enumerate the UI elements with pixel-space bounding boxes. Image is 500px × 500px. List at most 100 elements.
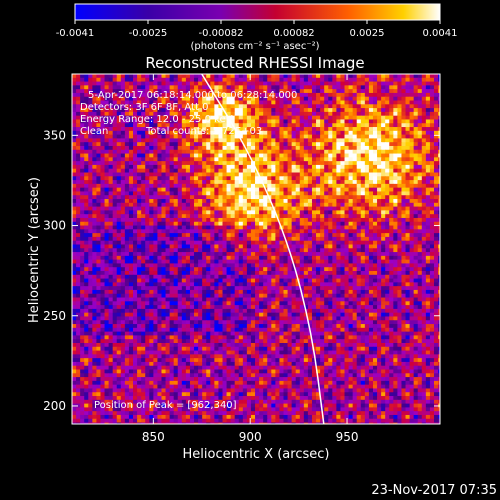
heatmap-pixel — [210, 168, 215, 174]
heatmap-pixel — [124, 271, 130, 276]
heatmap-pixel — [389, 267, 394, 272]
heatmap-pixel — [128, 164, 134, 170]
heatmap-pixel — [169, 221, 175, 227]
heatmap-pixel — [96, 96, 102, 102]
heatmap-pixel — [80, 187, 85, 193]
heatmap-pixel — [283, 115, 289, 121]
heatmap-pixel — [165, 210, 171, 215]
heatmap-pixel — [316, 104, 321, 109]
heatmap-pixel — [352, 236, 358, 242]
heatmap-pixel — [263, 111, 268, 117]
heatmap-pixel — [133, 161, 138, 166]
heatmap-pixel — [84, 221, 89, 227]
heatmap-pixel — [279, 217, 285, 223]
heatmap-pixel — [348, 127, 354, 132]
heatmap-pixel — [299, 195, 305, 200]
heatmap-pixel — [80, 119, 85, 124]
heatmap-pixel — [401, 206, 407, 211]
heatmap-pixel — [153, 229, 159, 234]
heatmap-pixel — [189, 217, 195, 223]
heatmap-pixel — [185, 267, 191, 272]
heatmap-pixel — [324, 161, 329, 166]
heatmap-pixel — [425, 104, 431, 109]
heatmap-pixel — [372, 89, 378, 94]
heatmap-pixel — [153, 244, 159, 249]
heatmap-pixel — [169, 74, 175, 79]
heatmap-pixel — [145, 119, 150, 124]
heatmap-pixel — [120, 255, 126, 261]
heatmap-pixel — [137, 161, 142, 166]
heatmap-pixel — [112, 85, 118, 90]
heatmap-pixel — [161, 252, 167, 257]
heatmap-pixel — [348, 183, 354, 189]
heatmap-pixel — [137, 115, 142, 121]
heatmap-pixel — [377, 77, 382, 83]
heatmap-pixel — [377, 236, 382, 242]
heatmap-pixel — [80, 233, 85, 238]
heatmap-pixel — [137, 138, 142, 143]
heatmap-pixel — [96, 252, 102, 257]
heatmap-pixel — [377, 263, 382, 268]
heatmap-pixel — [76, 168, 81, 174]
heatmap-pixel — [303, 138, 309, 143]
heatmap-pixel — [311, 130, 317, 136]
heatmap-pixel — [214, 217, 220, 223]
heatmap-pixel — [352, 74, 358, 79]
heatmap-pixel — [80, 221, 85, 227]
heatmap-pixel — [128, 259, 134, 265]
heatmap-pixel — [429, 206, 435, 211]
heatmap-pixel — [112, 183, 118, 189]
heatmap-pixel — [189, 199, 195, 204]
heatmap-pixel — [177, 168, 183, 174]
heatmap-pixel — [72, 191, 77, 196]
heatmap-pixel — [88, 271, 93, 276]
heatmap-pixel — [80, 134, 85, 140]
heatmap-pixel — [275, 229, 281, 234]
heatmap-pixel — [433, 77, 439, 83]
heatmap-pixel — [372, 259, 378, 265]
heatmap-pixel — [311, 108, 317, 113]
heatmap-pixel — [283, 271, 289, 276]
heatmap-pixel — [324, 252, 329, 257]
heatmap-pixel — [165, 199, 171, 204]
heatmap-pixel — [72, 225, 77, 230]
heatmap-pixel — [92, 252, 98, 257]
heatmap-pixel — [133, 225, 138, 230]
heatmap-pixel — [88, 210, 93, 215]
heatmap-pixel — [295, 248, 301, 253]
heatmap-pixel — [352, 108, 358, 113]
heatmap-pixel — [433, 108, 439, 113]
heatmap-pixel — [332, 130, 337, 136]
colorbar-tick-label: 0.0025 — [350, 28, 385, 39]
heatmap-pixel — [255, 248, 260, 253]
heatmap-pixel — [128, 157, 134, 162]
heatmap-pixel — [303, 248, 309, 253]
heatmap-pixel — [124, 74, 130, 79]
heatmap-pixel — [181, 142, 187, 147]
heatmap-pixel — [202, 183, 207, 189]
heatmap-pixel — [332, 74, 337, 79]
heatmap-pixel — [76, 240, 81, 246]
heatmap-pixel — [433, 176, 439, 181]
heatmap-pixel — [202, 255, 207, 261]
heatmap-pixel — [145, 191, 150, 196]
heatmap-pixel — [372, 153, 378, 158]
heatmap-pixel — [210, 108, 215, 113]
heatmap-pixel — [356, 252, 362, 257]
heatmap-pixel — [336, 176, 342, 181]
heatmap-pixel — [438, 244, 440, 249]
heatmap-pixel — [360, 176, 366, 181]
heatmap-pixel — [149, 274, 154, 280]
heatmap-pixel — [189, 108, 195, 113]
heatmap-pixel — [161, 81, 167, 86]
heatmap-pixel — [116, 100, 122, 105]
heatmap-pixel — [137, 127, 142, 132]
heatmap-pixel — [104, 180, 110, 185]
heatmap-pixel — [177, 138, 183, 143]
heatmap-pixel — [72, 161, 77, 166]
heatmap-pixel — [303, 229, 309, 234]
heatmap-pixel — [348, 221, 354, 227]
heatmap-pixel — [165, 127, 171, 132]
heatmap-pixel — [344, 225, 350, 230]
heatmap-pixel — [169, 104, 175, 109]
